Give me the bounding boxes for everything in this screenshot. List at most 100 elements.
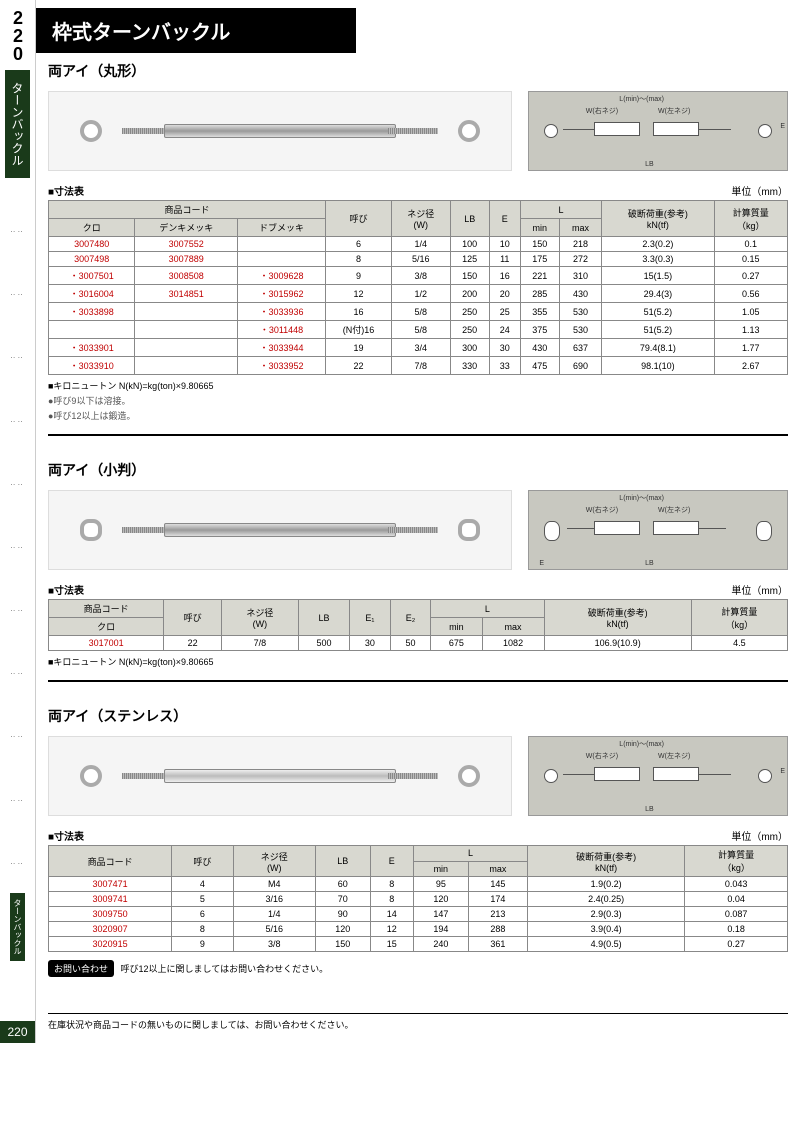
table-cell: 8: [325, 252, 391, 267]
table-cell: [135, 321, 238, 339]
table-cell: 22: [325, 357, 391, 375]
table-cell: 300: [450, 339, 489, 357]
spec-table-1: 商品コード 呼び ネジ径 (W) LB E L 破断荷重(参考) kN(tf) …: [48, 200, 788, 375]
table-cell: 9: [325, 267, 391, 285]
sidebar-category: ターンバックル: [5, 70, 30, 178]
th: 商品コード: [49, 846, 172, 877]
table-cell: 3007471: [49, 877, 172, 892]
diagram-label: L(min)～(max): [619, 739, 664, 749]
table-cell: 120: [413, 892, 468, 907]
section-title-2: 両アイ（小判）: [48, 460, 788, 480]
th: max: [559, 219, 601, 237]
table-cell: 2.9(0.3): [528, 907, 685, 922]
th: E: [489, 201, 520, 237]
table-cell: 285: [520, 285, 559, 303]
table-cell: 4.9(0.5): [528, 937, 685, 952]
table-cell: 106.9(10.9): [544, 636, 691, 651]
table-cell: 150: [315, 937, 370, 952]
table-cell: 218: [559, 237, 601, 252]
section-title-1: 両アイ（丸形）: [48, 61, 788, 81]
footer-note: 在庫状況や商品コードの無いものに関しましては、お問い合わせください。: [48, 1013, 788, 1031]
table-cell: 9: [172, 937, 234, 952]
table-cell: 14: [370, 907, 413, 922]
table-cell: 3/8: [391, 267, 450, 285]
diagram-label: LB: [645, 161, 654, 168]
table-cell: (N付)16: [325, 321, 391, 339]
diagram-label: E: [539, 560, 544, 567]
section-koban: 両アイ（小判）: [48, 460, 788, 682]
table-cell: 150: [520, 237, 559, 252]
table-cell: 272: [559, 252, 601, 267]
table-row: ・30160043014851・3015962121/2200202854302…: [49, 285, 788, 303]
table-row: 302091593/8150152403614.9(0.5)0.27: [49, 937, 788, 952]
th: E₁: [350, 600, 391, 636]
diagram-label: E: [780, 123, 785, 130]
kn-note: ■キロニュートン N(kN)=kg(ton)×9.80665: [48, 655, 788, 668]
table-cell: 3.9(0.4): [528, 922, 685, 937]
table-cell: 51(5.2): [602, 303, 714, 321]
table-cell: [135, 357, 238, 375]
table-row: 30074714M4608951451.9(0.2)0.043: [49, 877, 788, 892]
table-cell: [135, 303, 238, 321]
note-1: ●呼び9以下は溶接。: [48, 394, 788, 407]
table-cell: [238, 252, 326, 267]
table-cell: 3.3(0.3): [602, 252, 714, 267]
side-tab: ターンバックル: [10, 893, 25, 961]
table-cell: [135, 339, 238, 357]
table-cell: 1/4: [233, 907, 315, 922]
table-cell: 4.5: [691, 636, 787, 651]
table-cell: ・3009628: [238, 267, 326, 285]
diagram-image-1: L(min)～(max) W(右ネジ) W(左ネジ) LB E: [528, 91, 788, 171]
table-label: ■寸法表: [48, 582, 84, 597]
th: L: [520, 201, 602, 219]
table-cell: 530: [559, 321, 601, 339]
diagram-image-2: L(min)～(max) W(右ネジ) W(左ネジ) LB E: [528, 490, 788, 570]
unit-label: 単位（mm）: [731, 582, 788, 597]
table-cell: 330: [450, 357, 489, 375]
th: E₂: [390, 600, 431, 636]
table-cell: 1.05: [714, 303, 787, 321]
th: 計算質量 （kg）: [685, 846, 788, 877]
spec-table-3: 商品コード 呼び ネジ径 (W) LB E L 破断荷重(参考) kN(tf) …: [48, 845, 788, 952]
th: min: [431, 618, 482, 636]
table-row: 3017001227/850030506751082106.9(10.9)4.5: [49, 636, 788, 651]
diagram-label: E: [780, 768, 785, 775]
page-title: 枠式ターンバックル: [36, 8, 356, 53]
th: 破断荷重(参考) kN(tf): [528, 846, 685, 877]
table-cell: 361: [468, 937, 527, 952]
table-row: 300975061/490141472132.9(0.3)0.087: [49, 907, 788, 922]
table-cell: 50: [390, 636, 431, 651]
table-cell: 95: [413, 877, 468, 892]
table-cell: 4: [172, 877, 234, 892]
table-cell: 24: [489, 321, 520, 339]
inquiry-row: お問い合わせ 呼び12以上に関しましてはお問い合わせください。: [48, 960, 788, 977]
table-cell: 213: [468, 907, 527, 922]
table-cell: 240: [413, 937, 468, 952]
table-cell: 7/8: [391, 357, 450, 375]
table-row: 3007480300755261/4100101502182.3(0.2)0.1: [49, 237, 788, 252]
table-cell: 98.1(10): [602, 357, 714, 375]
table-cell: 3/4: [391, 339, 450, 357]
table-cell: ・3033944: [238, 339, 326, 357]
th: min: [520, 219, 559, 237]
table-cell: 0.043: [685, 877, 788, 892]
table-cell: 12: [370, 922, 413, 937]
product-image-3: [48, 736, 512, 816]
table-cell: 0.56: [714, 285, 787, 303]
table-cell: 0.04: [685, 892, 788, 907]
table-cell: 174: [468, 892, 527, 907]
table-cell: 33: [489, 357, 520, 375]
table-row: ・3011448(N付)165/82502437553051(5.2)1.13: [49, 321, 788, 339]
th: 呼び: [164, 600, 222, 636]
table-cell: 200: [450, 285, 489, 303]
table-cell: 25: [489, 303, 520, 321]
table-cell: 145: [468, 877, 527, 892]
th: ネジ径 (W): [391, 201, 450, 237]
table-cell: 5/8: [391, 321, 450, 339]
th: max: [482, 618, 544, 636]
diagram-label: W(右ネジ): [586, 505, 618, 515]
th: LB: [315, 846, 370, 877]
diagram-label: LB: [645, 560, 654, 567]
table-cell: 1/2: [391, 285, 450, 303]
th: E: [370, 846, 413, 877]
